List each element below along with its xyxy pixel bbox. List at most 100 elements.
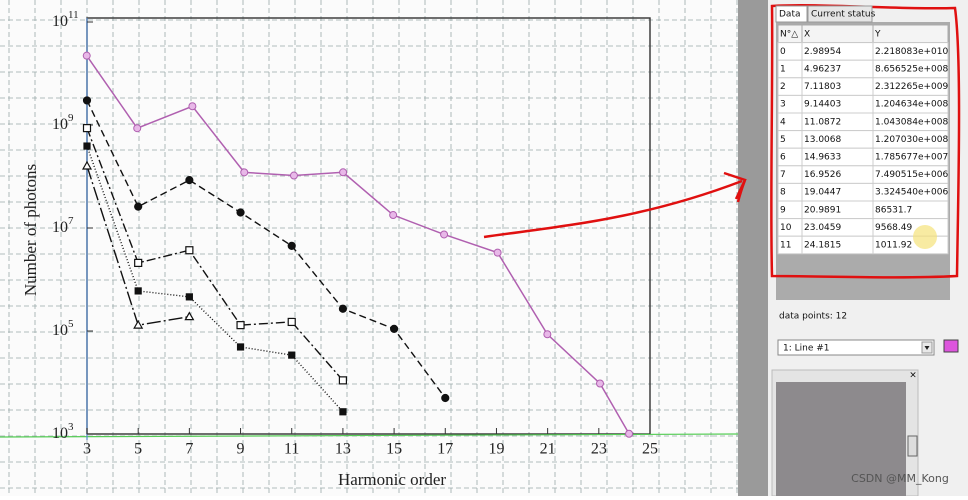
marker <box>338 376 348 385</box>
x-tick-label: 15 <box>386 441 402 458</box>
table-cell-text: 1.207030e+008 <box>875 135 948 145</box>
marker <box>81 160 93 170</box>
table-cell-text: 24.1815 <box>804 241 841 251</box>
table-cell-text: 9.14403 <box>804 100 841 110</box>
close-icon[interactable]: × <box>909 371 917 381</box>
x-tick-label: 19 <box>488 441 504 458</box>
marker <box>287 317 296 327</box>
y-tick-exp: 5 <box>68 318 74 330</box>
table-cell-text: 4 <box>780 117 786 127</box>
marker <box>134 287 142 295</box>
table-cell-text: 20.9891 <box>804 205 841 215</box>
marker <box>287 241 296 250</box>
marker <box>82 124 92 133</box>
table-cell-text: 2.312265e+009 <box>875 82 948 92</box>
x-tick-label: 11 <box>284 441 299 458</box>
y-tick-base: 10 <box>52 425 68 442</box>
marker <box>236 321 245 330</box>
digitized-point <box>440 230 449 239</box>
table-cell-text: 11.0872 <box>804 117 841 127</box>
y-tick-base: 10 <box>52 13 68 30</box>
x-tick-label: 5 <box>134 441 142 458</box>
table-cell-text: 86531.7 <box>875 205 912 215</box>
table-cell-text: 9 <box>780 205 786 215</box>
digitized-point <box>389 211 398 220</box>
x-tick-label: 23 <box>591 441 607 458</box>
x-tick-label: 21 <box>540 441 556 458</box>
scroll-buttons[interactable] <box>907 435 918 457</box>
table-cell-text: 1 <box>780 65 786 75</box>
y-axis-label: Number of photons <box>21 164 40 296</box>
digitized-point <box>595 379 604 388</box>
digitized-point <box>625 429 634 438</box>
table-cell-text: 7 <box>780 170 786 180</box>
digitized-point <box>240 168 249 177</box>
x-axis-label: Harmonic order <box>338 470 446 489</box>
digitized-point <box>289 171 298 180</box>
cursor-highlight <box>913 225 937 249</box>
column-header-label: N°△ <box>780 29 798 39</box>
digitized-point <box>133 124 142 133</box>
table-cell-text: 7.11803 <box>804 82 841 92</box>
digitized-line <box>86 55 630 435</box>
digitized-point <box>339 168 348 177</box>
table-cell-text: 1.785677e+007 <box>875 153 948 163</box>
y-tick-label: 109 <box>52 112 74 133</box>
tab[interactable] <box>807 5 873 23</box>
x-tick-label: 25 <box>642 441 658 458</box>
table-cell-text: 7.490515e+006 <box>875 170 948 180</box>
digitized-point <box>493 248 502 257</box>
table-cell-text: 5 <box>780 135 786 145</box>
scan-background <box>0 0 738 496</box>
table-cell-text: 2 <box>780 82 786 92</box>
y-tick-base: 10 <box>52 322 68 339</box>
x-tick-label: 13 <box>335 441 351 458</box>
y-tick-base: 10 <box>52 219 68 236</box>
marker <box>133 319 144 329</box>
y-tick-label: 103 <box>52 421 74 442</box>
digitized-point <box>543 330 552 339</box>
table-cell-text: 11 <box>780 241 791 251</box>
axis-x-line <box>0 433 739 438</box>
y-tick-exp: 11 <box>68 9 79 21</box>
curve-select-text: 1: Line #1 <box>783 344 830 354</box>
table-cell-text: 1.204634e+008 <box>875 100 948 110</box>
marker <box>236 208 245 217</box>
marker <box>441 393 450 403</box>
table-cell-text: 19.0447 <box>804 188 841 198</box>
column-header <box>872 24 949 44</box>
x-tick-label: 17 <box>437 441 453 458</box>
series-line <box>86 100 446 399</box>
table-cell-text: 8.656525e+008 <box>875 65 948 75</box>
table-cell-text: 16.9526 <box>804 170 841 180</box>
tab[interactable] <box>775 5 808 23</box>
table-cell-text: 4.96237 <box>804 65 841 75</box>
y-tick-label: 107 <box>52 215 74 236</box>
table-cell-text: 0 <box>780 47 786 57</box>
table-cell-text: 1.043084e+008 <box>875 117 948 127</box>
table-cell-text: 1011.92 <box>875 241 912 251</box>
red-annotation-box <box>770 4 961 279</box>
curve-color <box>943 339 959 353</box>
marker <box>185 176 194 185</box>
table-cell-text: 10 <box>780 223 792 233</box>
marker <box>389 324 399 333</box>
marker <box>82 96 92 105</box>
column-header <box>801 24 874 44</box>
table-cell-text: 13.0068 <box>804 135 841 145</box>
marker <box>185 293 193 301</box>
splitter <box>738 0 768 496</box>
marker <box>339 408 347 416</box>
red-annotation-arrow <box>483 179 743 239</box>
y-tick-exp: 3 <box>68 421 74 433</box>
tab-label: Data <box>779 10 801 20</box>
marker <box>185 246 194 255</box>
preview-image <box>776 382 906 496</box>
y-tick-exp: 7 <box>68 215 74 227</box>
column-header-label: X <box>804 29 810 39</box>
curve-dropdown[interactable] <box>777 339 935 356</box>
marker <box>184 311 195 321</box>
status-text: data points: 12 <box>779 312 847 322</box>
y-tick-label: 1011 <box>52 9 79 30</box>
